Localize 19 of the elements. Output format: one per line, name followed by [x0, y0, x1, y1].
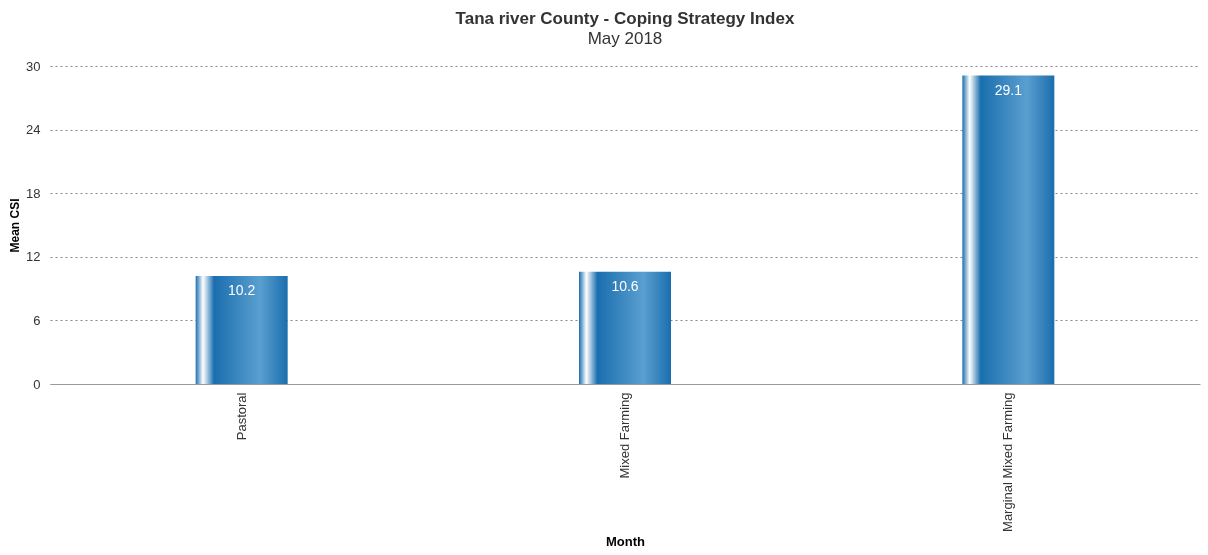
x-tick-label: Pastoral	[233, 392, 249, 441]
data-label: 10.2	[228, 281, 256, 298]
y-tick-label: 6	[33, 312, 41, 328]
y-tick-label: 24	[26, 122, 41, 138]
y-tick-label: 0	[33, 376, 41, 392]
y-tick-label: 18	[26, 185, 41, 201]
x-tick-label: Mixed Farming	[617, 392, 632, 479]
bar	[962, 75, 1055, 384]
data-label: 29.1	[994, 81, 1023, 98]
y-tick-label: 30	[26, 58, 41, 74]
x-tick-label: Marginal Mixed Farming	[1000, 392, 1016, 532]
y-tick-label: 12	[26, 249, 41, 265]
y-axis-title: Mean CSI	[8, 198, 23, 253]
chart-title: Tana river County - Coping Strategy Index	[455, 9, 795, 28]
data-label: 10.6	[611, 277, 639, 294]
chart-subtitle: May 2018	[587, 29, 663, 48]
bar	[195, 275, 288, 384]
bar	[579, 271, 671, 384]
x-axis-title: Month	[606, 533, 646, 549]
